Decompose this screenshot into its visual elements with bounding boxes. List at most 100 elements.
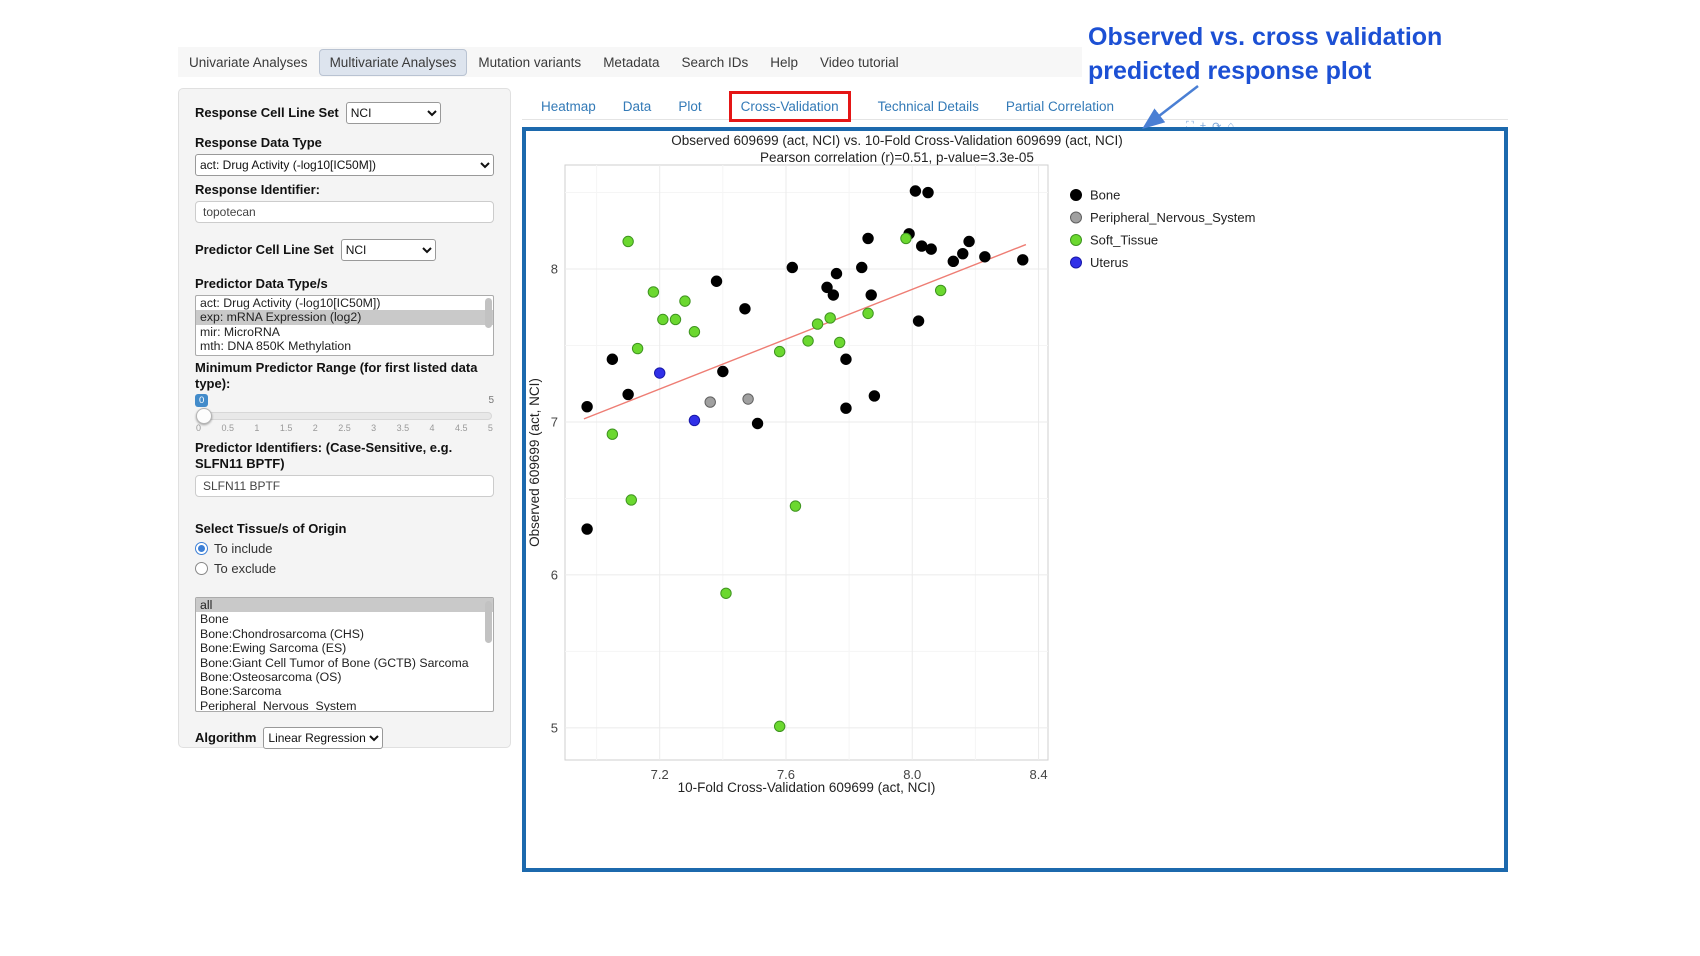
algorithm-select[interactable]: Linear Regression bbox=[263, 727, 384, 749]
data-point-bone[interactable] bbox=[830, 267, 843, 280]
data-point-soft_tissue[interactable] bbox=[720, 587, 732, 599]
listbox-option[interactable]: Bone:Giant Cell Tumor of Bone (GCTB) Sar… bbox=[200, 655, 469, 670]
nav-item[interactable]: Univariate Analyses bbox=[189, 54, 308, 70]
nav-item[interactable]: Search IDs bbox=[681, 54, 749, 70]
listbox-option[interactable]: Bone:Chondrosarcoma (CHS) bbox=[200, 626, 365, 641]
listbox-option[interactable]: Bone bbox=[200, 612, 229, 627]
data-point-bone[interactable] bbox=[909, 185, 922, 197]
response-data-type-select[interactable]: act: Drug Activity (-log10[IC50M]) bbox=[195, 154, 494, 176]
data-point-bone[interactable] bbox=[916, 240, 928, 252]
data-point-bone[interactable] bbox=[912, 315, 925, 327]
data-point-bone[interactable] bbox=[947, 255, 959, 268]
listbox-option[interactable]: Bone:Sarcoma bbox=[200, 684, 282, 699]
home-icon[interactable]: ⌂ bbox=[1227, 120, 1235, 132]
data-point-peripheral_nervous_system[interactable] bbox=[704, 396, 716, 408]
predictor-cell-line-set-select[interactable]: NCI bbox=[340, 239, 436, 261]
slider-handle[interactable] bbox=[196, 408, 212, 424]
data-point-soft_tissue[interactable] bbox=[631, 342, 644, 355]
data-point-soft_tissue[interactable] bbox=[679, 295, 691, 307]
data-point-bone[interactable] bbox=[963, 235, 975, 248]
data-point-soft_tissue[interactable] bbox=[606, 428, 619, 440]
data-point-bone[interactable] bbox=[957, 248, 969, 260]
nav-item[interactable]: Multivariate Analyses bbox=[318, 48, 468, 76]
nav-item[interactable]: Metadata bbox=[603, 54, 660, 70]
tab-plot[interactable]: Plot bbox=[678, 99, 702, 114]
listbox-scrollbar[interactable] bbox=[485, 298, 492, 328]
listbox-option[interactable]: exp: mRNA Expression (log2) bbox=[196, 310, 493, 325]
data-point-soft_tissue[interactable] bbox=[789, 500, 802, 512]
data-point-uterus[interactable] bbox=[688, 414, 701, 427]
listbox-option[interactable]: Bone:Osteosarcoma (OS) bbox=[200, 670, 342, 685]
data-point-soft_tissue[interactable] bbox=[811, 318, 824, 330]
radio-icon[interactable] bbox=[195, 562, 208, 575]
legend-swatch[interactable] bbox=[1070, 256, 1082, 269]
data-point-bone[interactable] bbox=[868, 390, 881, 402]
data-point-soft_tissue[interactable] bbox=[900, 232, 912, 245]
data-point-bone[interactable] bbox=[1017, 254, 1029, 266]
listbox-option[interactable]: Peripheral_Nervous_System bbox=[200, 698, 357, 712]
listbox-option[interactable]: act: Drug Activity (-log10[IC50M]) bbox=[200, 296, 381, 310]
listbox-option[interactable]: all bbox=[196, 598, 493, 613]
tab-technical-details[interactable]: Technical Details bbox=[877, 99, 979, 114]
data-point-bone[interactable] bbox=[786, 261, 798, 274]
data-point-bone[interactable] bbox=[581, 523, 593, 535]
data-point-soft_tissue[interactable] bbox=[647, 286, 660, 298]
predictor-identifiers-input[interactable] bbox=[195, 475, 494, 497]
data-point-soft_tissue[interactable] bbox=[622, 235, 634, 248]
data-point-bone[interactable] bbox=[862, 232, 874, 245]
data-point-bone[interactable] bbox=[751, 417, 764, 430]
data-point-bone[interactable] bbox=[922, 186, 934, 199]
legend-swatch[interactable] bbox=[1070, 211, 1082, 224]
tab-data[interactable]: Data bbox=[622, 99, 652, 114]
nav-item[interactable]: Help bbox=[770, 54, 799, 70]
tab-partial-correlation[interactable]: Partial Correlation bbox=[1005, 99, 1114, 114]
tissue-origin-listbox[interactable]: all Bone Bone:Chondrosarcoma (CHS) Bone:Ewi… bbox=[195, 597, 494, 712]
tab-heatmap[interactable]: Heatmap bbox=[541, 99, 596, 114]
tissue-radio-option[interactable]: To exclude bbox=[195, 561, 494, 576]
cross-validation-scatter-plot[interactable]: 7.2 7.6 8.0 8.4 5 6 7 8 Observed 609699 (act, NC… bbox=[525, 131, 1285, 803]
data-point-peripheral_nervous_system[interactable] bbox=[742, 393, 754, 405]
data-point-bone[interactable] bbox=[827, 289, 840, 301]
listbox-option[interactable]: mth: DNA 850K Methylation bbox=[200, 339, 352, 354]
data-point-bone[interactable] bbox=[581, 400, 593, 413]
data-point-bone[interactable] bbox=[622, 388, 634, 401]
response-identifier-input[interactable] bbox=[195, 201, 494, 223]
data-point-uterus[interactable] bbox=[654, 367, 666, 379]
data-point-bone[interactable] bbox=[717, 365, 729, 378]
camera-icon[interactable]: ⛶ bbox=[1186, 120, 1194, 132]
zoom-icon[interactable]: + bbox=[1199, 120, 1207, 132]
slider-track[interactable] bbox=[196, 408, 492, 424]
data-point-soft_tissue[interactable] bbox=[934, 284, 947, 297]
data-point-soft_tissue[interactable] bbox=[862, 307, 874, 320]
tissue-radio-option[interactable]: To include bbox=[195, 541, 494, 556]
listbox-option[interactable]: mir: MicroRNA bbox=[200, 324, 280, 339]
data-point-soft_tissue[interactable] bbox=[824, 312, 836, 324]
response-cell-line-set-select[interactable]: NCI bbox=[345, 102, 441, 124]
data-point-soft_tissue[interactable] bbox=[773, 345, 786, 358]
data-point-bone[interactable] bbox=[840, 402, 852, 414]
data-point-bone[interactable] bbox=[710, 275, 723, 287]
listbox-scrollbar[interactable] bbox=[485, 601, 492, 643]
data-point-soft_tissue[interactable] bbox=[625, 494, 637, 506]
data-point-soft_tissue[interactable] bbox=[657, 313, 669, 326]
tab-cross-validation[interactable]: Cross-Validation bbox=[728, 91, 851, 122]
data-point-bone[interactable] bbox=[840, 353, 852, 365]
data-point-bone[interactable] bbox=[821, 281, 833, 294]
data-point-bone[interactable] bbox=[979, 251, 991, 263]
data-point-bone[interactable] bbox=[606, 353, 619, 365]
legend-swatch[interactable] bbox=[1070, 189, 1082, 201]
data-point-soft_tissue[interactable] bbox=[802, 335, 814, 347]
radio-icon[interactable] bbox=[195, 542, 208, 555]
legend-swatch[interactable] bbox=[1070, 234, 1082, 246]
listbox-option[interactable]: Bone:Ewing Sarcoma (ES) bbox=[200, 641, 347, 656]
data-point-bone[interactable] bbox=[865, 289, 877, 301]
data-point-soft_tissue[interactable] bbox=[688, 326, 701, 338]
predictor-data-types-listbox[interactable]: act: Drug Activity (-log10[IC50M]) exp: m… bbox=[195, 295, 494, 356]
data-point-bone[interactable] bbox=[925, 243, 937, 255]
nav-item[interactable]: Video tutorial bbox=[820, 54, 899, 70]
data-point-soft_tissue[interactable] bbox=[669, 313, 682, 326]
data-point-bone[interactable] bbox=[856, 261, 868, 274]
nav-item[interactable]: Mutation variants bbox=[478, 54, 582, 70]
data-point-bone[interactable] bbox=[739, 303, 751, 315]
data-point-soft_tissue[interactable] bbox=[773, 720, 786, 733]
